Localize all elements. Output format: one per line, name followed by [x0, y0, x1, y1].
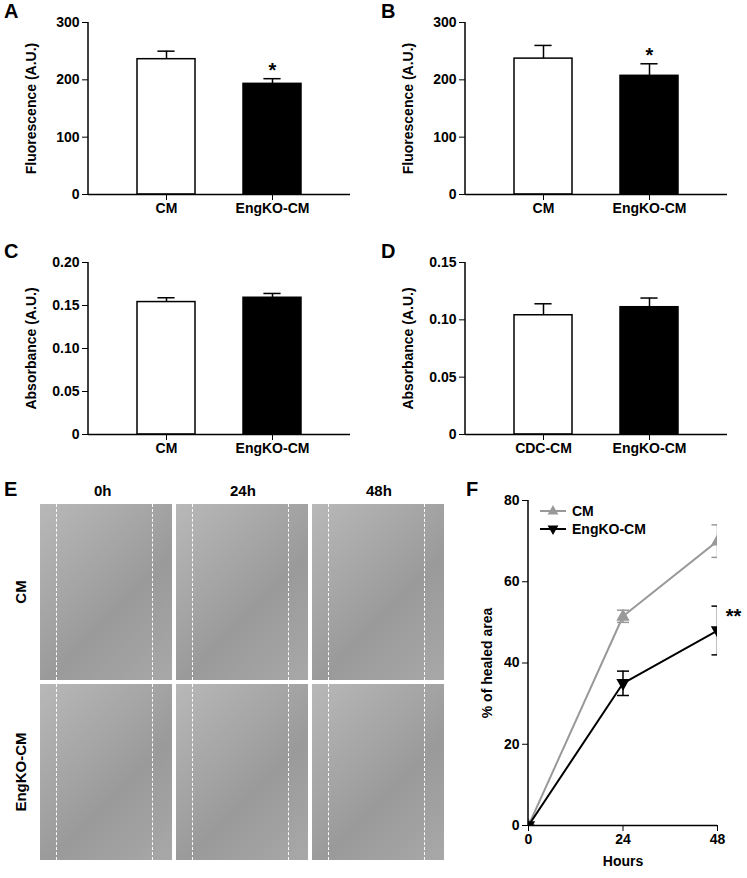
svg-text:CM: CM: [156, 440, 178, 456]
svg-text:0.15: 0.15: [429, 254, 456, 270]
svg-text:Fluorescence (A.U.): Fluorescence (A.U.): [400, 43, 416, 174]
html-text:D: D: [381, 240, 396, 262]
svg-text:20: 20: [504, 736, 520, 752]
svg-text:200: 200: [56, 71, 80, 87]
svg-text:48: 48: [710, 831, 726, 847]
svg-text:300: 300: [433, 14, 457, 30]
svg-text:80: 80: [504, 492, 520, 508]
html-text:A: A: [4, 0, 19, 22]
svg-text:60: 60: [504, 573, 520, 589]
svg-text:300: 300: [56, 14, 80, 30]
svg-text:200: 200: [433, 71, 457, 87]
svg-text:0.05: 0.05: [52, 383, 79, 399]
svg-text:% of healed area: % of healed area: [479, 608, 495, 719]
svg-text:0.15: 0.15: [52, 297, 79, 313]
svg-text:**: **: [726, 605, 742, 627]
html-text:E: E: [4, 478, 18, 500]
svg-text:0.10: 0.10: [429, 311, 456, 327]
svg-text:100: 100: [433, 129, 457, 145]
svg-text:0: 0: [72, 426, 80, 442]
svg-text:0: 0: [449, 186, 457, 202]
svg-text:Absorbance (A.U.): Absorbance (A.U.): [23, 287, 39, 409]
svg-text:*: *: [269, 59, 277, 81]
html-text:48h: 48h: [366, 482, 392, 499]
svg-text:0: 0: [72, 186, 80, 202]
html-text:0h: 0h: [94, 482, 112, 499]
svg-text:0: 0: [449, 426, 457, 442]
svg-text:CDC-CM: CDC-CM: [515, 440, 572, 456]
html-text:F: F: [466, 478, 479, 500]
html-text:CM: CM: [11, 580, 29, 604]
svg-text:EngKO-CM: EngKO-CM: [236, 440, 310, 456]
html-text:EngKO-CM: EngKO-CM: [11, 732, 29, 812]
svg-text:0: 0: [512, 817, 520, 833]
svg-text:Hours: Hours: [603, 853, 644, 869]
svg-text:*: *: [646, 44, 654, 66]
svg-text:CM: CM: [156, 200, 178, 216]
html-text:C: C: [4, 240, 19, 262]
svg-text:EngKO-CM: EngKO-CM: [613, 440, 687, 456]
svg-text:24: 24: [615, 831, 631, 847]
svg-text:0.20: 0.20: [52, 254, 79, 270]
svg-text:EngKO-CM: EngKO-CM: [236, 200, 310, 216]
svg-text:EngKO-CM: EngKO-CM: [613, 200, 687, 216]
html-text:CM: CM: [572, 503, 594, 519]
html-text:EngKO-CM: EngKO-CM: [572, 521, 646, 537]
svg-text:0: 0: [525, 831, 533, 847]
svg-text:CM: CM: [533, 200, 555, 216]
svg-text:40: 40: [504, 654, 520, 670]
svg-text:0.05: 0.05: [429, 369, 456, 385]
svg-text:Fluorescence (A.U.): Fluorescence (A.U.): [23, 43, 39, 174]
svg-text:Absorbance (A.U.): Absorbance (A.U.): [400, 287, 416, 409]
svg-text:100: 100: [56, 129, 80, 145]
html-text:24h: 24h: [230, 482, 256, 499]
svg-text:0.10: 0.10: [52, 340, 79, 356]
html-text:B: B: [381, 0, 396, 22]
